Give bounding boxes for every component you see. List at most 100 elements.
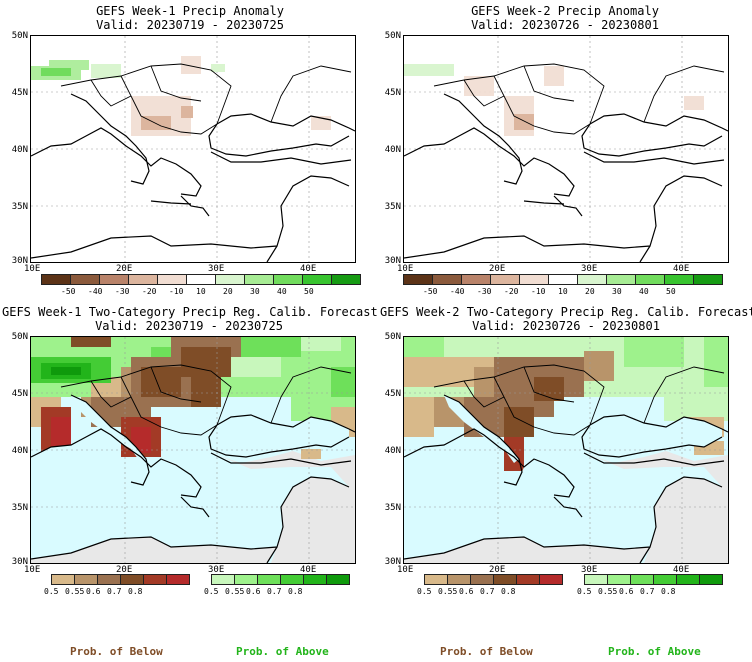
panel1-colorbar-tick-label: 10: [196, 287, 206, 296]
panel3-lon-20: 20E: [116, 565, 133, 575]
panel4-below-colorbar-tick-label: 0.6: [459, 587, 474, 596]
panel2-colorbar-swatch: [577, 274, 607, 285]
panel1-colorbar-tick-label: 40: [277, 287, 287, 296]
panel4-map-svg: [404, 337, 728, 563]
panel4-below-colorbar-swatch: [447, 574, 471, 585]
panel3-below-colorbar-swatch: [143, 574, 167, 585]
panel1-colorbar-swatch: [273, 274, 303, 285]
panel1-colorbar-tick-label: 30: [250, 287, 260, 296]
panel3-above-colorbar-swatch: [234, 574, 258, 585]
panel1-colorbar-swatch: [157, 274, 187, 285]
panel4-lat-45: 45N: [384, 389, 401, 399]
panel1-colorbar-tick-label: -50: [61, 287, 76, 296]
panel2-colorbar-swatch: [635, 274, 665, 285]
panel3-lat-45: 45N: [11, 389, 28, 399]
panel1-colorbar-tick-label: -10: [169, 287, 184, 296]
panel3-below-colorbar-tick-label: 0.55: [65, 587, 85, 596]
panel4-above-colorbar-swatch: [607, 574, 631, 585]
panel4-below-colorbar-swatch: [470, 574, 494, 585]
panel3-below-colorbar-tick-label: 0.6: [86, 587, 101, 596]
panel2-colorbar: [403, 274, 723, 285]
panel4-above-colorbar-swatch: [699, 574, 723, 585]
panel3-below-colorbar-swatch: [166, 574, 190, 585]
panel3-lon-10: 10E: [24, 565, 41, 575]
panel2-colorbar-swatch: [693, 274, 723, 285]
panel2-colorbar-tick-label: -30: [477, 287, 492, 296]
panel3-below-colorbar-tick-label: 0.8: [128, 587, 143, 596]
panel1-colorbar: [41, 274, 361, 285]
panel2-colorbar-swatch: [432, 274, 462, 285]
panel4-lon-40: 40E: [673, 565, 690, 575]
panel1-colorbar-swatch: [244, 274, 274, 285]
panel1-colorbar-tick-label: -40: [88, 287, 103, 296]
panel2-colorbar-tick-label: -20: [504, 287, 519, 296]
panel3-title: GEFS Week-1 Two-Category Precip Reg. Cal…: [2, 305, 378, 319]
panel3-below-colorbar-swatch: [51, 574, 75, 585]
panel1-colorbar-swatch: [70, 274, 100, 285]
panel1-lat-45: 45N: [11, 88, 28, 98]
panel4-above-colorbar: [584, 574, 723, 585]
panel2-colorbar-swatch: [490, 274, 520, 285]
panel3-lon-30: 30E: [208, 565, 225, 575]
panel3-lat-50: 50N: [11, 332, 28, 342]
panel3-lat-40: 40N: [11, 446, 28, 456]
panel1-colorbar-swatch: [186, 274, 216, 285]
panel1-colorbar-swatch: [215, 274, 245, 285]
panel4-above-colorbar-tick-label: 0.6: [619, 587, 634, 596]
panel1-colorbar-swatch: [41, 274, 71, 285]
panel1-valid: Valid: 20230719 - 20230725: [96, 18, 284, 32]
panel3-above-colorbar-swatch: [326, 574, 350, 585]
panel4-above-colorbar-tick-label: 0.7: [640, 587, 655, 596]
panel1-colorbar-tick-label: -20: [142, 287, 157, 296]
panel1-colorbar-swatch: [99, 274, 129, 285]
panel4-above-colorbar-swatch: [584, 574, 608, 585]
panel4-lon-10: 10E: [397, 565, 414, 575]
panel2-colorbar-tick-label: 10: [558, 287, 568, 296]
panel4-below-colorbar-tick-label: 0.7: [480, 587, 495, 596]
panel4-title: GEFS Week-2 Two-Category Precip Reg. Cal…: [380, 305, 752, 319]
panel4-below-colorbar: [424, 574, 563, 585]
panel1-lon-30: 30E: [208, 264, 225, 274]
panel4-below-colorbar-swatch: [539, 574, 563, 585]
panel1-lat-40: 40N: [11, 145, 28, 155]
panel2-lon-30: 30E: [581, 264, 598, 274]
panel4-lat-30: 30N: [384, 557, 401, 567]
panel2-colorbar-swatch: [403, 274, 433, 285]
panel2-lon-40: 40E: [673, 264, 690, 274]
panel4-lat-40: 40N: [384, 446, 401, 456]
panel4-below-colorbar-tick-label: 0.5: [417, 587, 432, 596]
panel2-map: [403, 35, 729, 263]
panel4-above-colorbar-tick-label: 0.8: [661, 587, 676, 596]
panel4-above-colorbar-swatch: [676, 574, 700, 585]
panel1-lon-20: 20E: [116, 264, 133, 274]
panel3-map-svg: [31, 337, 355, 563]
panel3-lat-35: 35N: [11, 503, 28, 513]
panel1-colorbar-tick-label: 50: [304, 287, 314, 296]
panel2-colorbar-tick-label: 20: [585, 287, 595, 296]
panel3-above-colorbar-swatch: [303, 574, 327, 585]
panel2-lat-50: 50N: [384, 31, 401, 41]
panel4-map: [403, 336, 729, 564]
panel2-map-svg: [404, 36, 728, 262]
panel3-above-colorbar-tick-label: 0.7: [267, 587, 282, 596]
panel4-valid: Valid: 20230726 - 20230801: [472, 319, 660, 333]
panel4-lat-35: 35N: [384, 503, 401, 513]
panel1-map-svg: [31, 36, 355, 262]
footer-above-label-left: Prob. of Above: [236, 645, 329, 658]
panel3-below-colorbar-swatch: [74, 574, 98, 585]
panel3-below-colorbar-swatch: [120, 574, 144, 585]
panel2-colorbar-tick-label: 50: [666, 287, 676, 296]
panel4-below-colorbar-swatch: [424, 574, 448, 585]
panel2-lon-10: 10E: [397, 264, 414, 274]
panel3-above-colorbar-swatch: [211, 574, 235, 585]
panel3-map: [30, 336, 356, 564]
panel3-above-colorbar-tick-label: 0.6: [246, 587, 261, 596]
panel1-map: [30, 35, 356, 263]
panel3-lon-40: 40E: [300, 565, 317, 575]
panel3-above-colorbar-tick-label: 0.55: [225, 587, 245, 596]
panel4-above-colorbar-tick-label: 0.55: [598, 587, 618, 596]
panel2-colorbar-swatch: [519, 274, 549, 285]
panel3-below-colorbar-tick-label: 0.5: [44, 587, 59, 596]
panel2-lat-45: 45N: [384, 88, 401, 98]
panel4-lon-20: 20E: [489, 565, 506, 575]
